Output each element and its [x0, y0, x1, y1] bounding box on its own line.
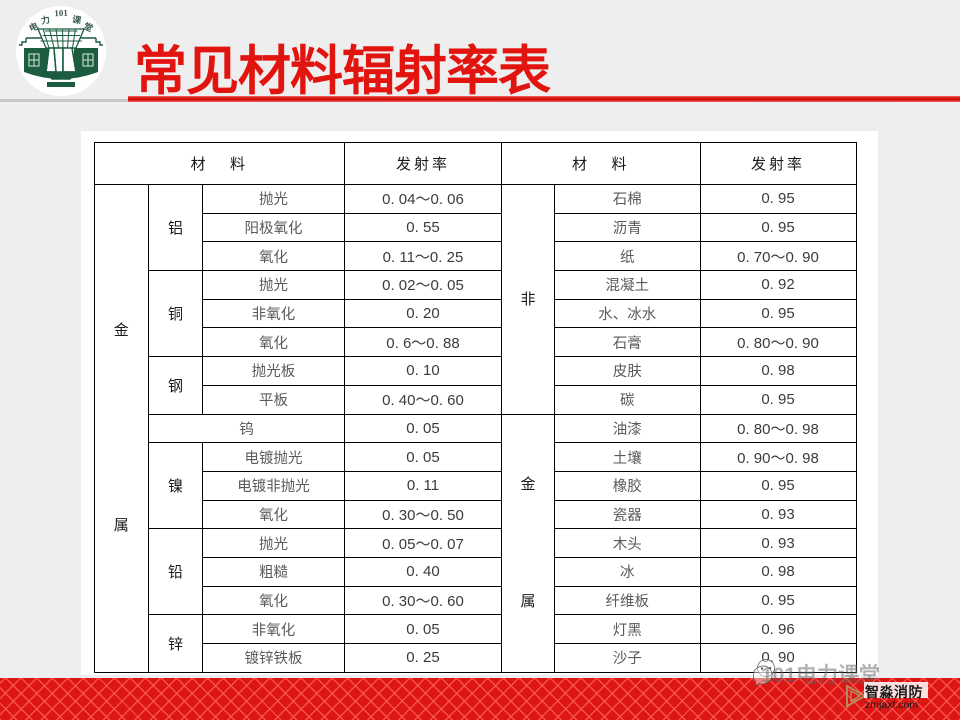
svg-text:101: 101 — [54, 8, 68, 18]
svg-text:堂: 堂 — [82, 20, 95, 34]
svg-text:电: 电 — [27, 20, 40, 34]
svg-text:力: 力 — [40, 13, 51, 26]
svg-text:课: 课 — [71, 13, 83, 26]
